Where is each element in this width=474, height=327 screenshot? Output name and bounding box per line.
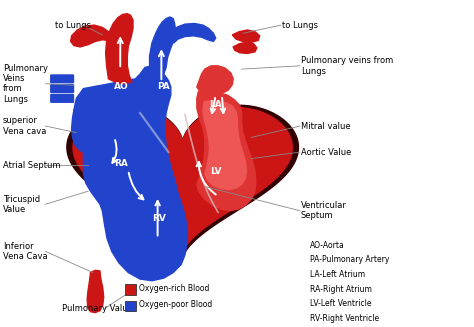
Text: LA-Left Atrium: LA-Left Atrium [310,270,365,279]
Text: RV: RV [152,215,166,223]
Text: to Lungs: to Lungs [282,21,318,30]
Polygon shape [172,24,216,43]
Text: AO-Aorta: AO-Aorta [310,241,345,250]
Polygon shape [87,270,104,313]
FancyBboxPatch shape [50,74,74,83]
Text: LV: LV [210,167,221,176]
FancyBboxPatch shape [125,301,137,311]
Polygon shape [197,66,233,95]
Text: Inferior
Vena Cava: Inferior Vena Cava [3,242,48,261]
Polygon shape [72,108,93,152]
Text: Oxygen-poor Blood: Oxygen-poor Blood [139,300,212,309]
Text: RV-Right Ventricle: RV-Right Ventricle [310,314,379,323]
Polygon shape [150,17,175,74]
FancyBboxPatch shape [50,84,74,93]
Text: to Lungs: to Lungs [55,21,91,30]
Text: superior
Vena cava: superior Vena cava [3,116,46,136]
FancyBboxPatch shape [50,94,74,103]
Polygon shape [203,101,246,190]
Polygon shape [232,30,260,43]
Text: Atrial Septum: Atrial Septum [3,161,61,170]
Text: PA-Pulmonary Artery: PA-Pulmonary Artery [310,255,390,265]
Text: Oxygen-rich Blood: Oxygen-rich Blood [139,284,210,293]
Text: Pulmonary veins from
Lungs: Pulmonary veins from Lungs [301,56,393,76]
Text: AO: AO [114,82,128,92]
Polygon shape [74,66,187,281]
Polygon shape [71,25,109,47]
Text: Tricuspid
Value: Tricuspid Value [3,195,40,214]
Text: Pulmonary Value: Pulmonary Value [62,304,133,313]
Polygon shape [106,14,133,84]
Text: Mitral value: Mitral value [301,122,350,130]
Text: RA: RA [114,159,128,168]
Polygon shape [233,43,257,53]
Text: RA-Right Atrium: RA-Right Atrium [310,285,372,294]
Polygon shape [197,92,256,211]
FancyBboxPatch shape [125,284,137,295]
Text: Ventricular
Septum: Ventricular Septum [301,201,346,220]
Polygon shape [73,108,292,253]
Text: Aortic Value: Aortic Value [301,147,351,157]
Text: LA: LA [210,100,222,110]
Text: PA: PA [157,82,170,92]
Text: Pulmonary
Veins
from
Lungs: Pulmonary Veins from Lungs [3,64,48,104]
Text: LV-Left Ventricle: LV-Left Ventricle [310,300,372,308]
Polygon shape [67,105,299,258]
